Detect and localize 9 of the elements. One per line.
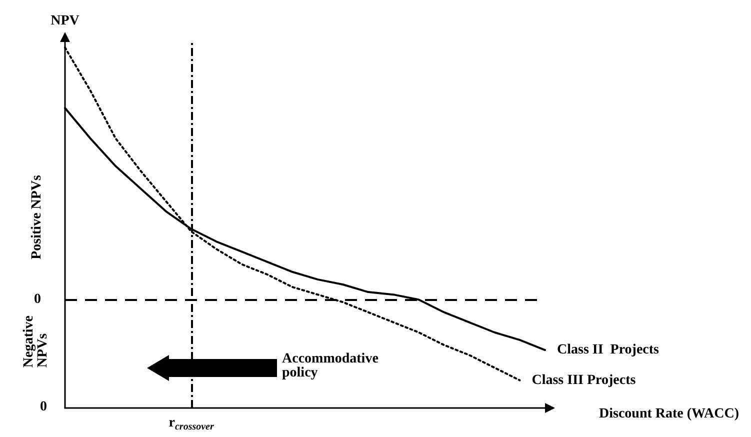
series-label: Class II Projects (557, 342, 660, 358)
x-axis-title: Discount Rate (WACC) (599, 406, 740, 422)
y-axis-title: NPV (50, 14, 80, 28)
ref-line-label: 0 (34, 292, 41, 308)
text: Positive NPVs (30, 174, 44, 260)
series-label: Class III Projects (532, 372, 636, 388)
text: Negative NPVs (22, 312, 50, 368)
text: 0 (40, 400, 47, 414)
annotation: Accommodative policy (282, 352, 382, 380)
